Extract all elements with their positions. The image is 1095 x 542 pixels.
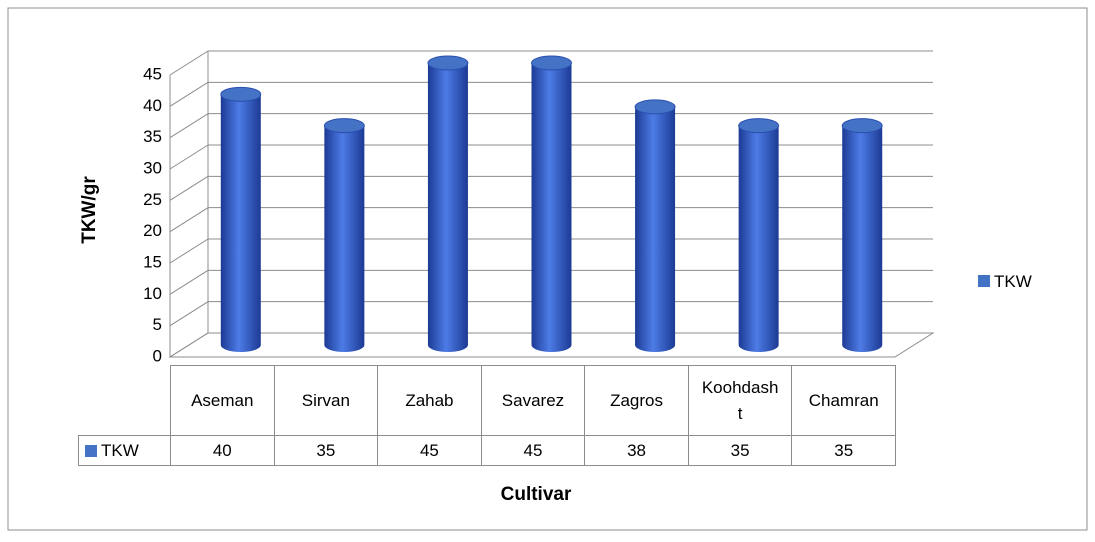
bar-top <box>634 99 676 115</box>
x-tick-label: Zahab <box>377 365 482 436</box>
grid-line-side <box>169 332 209 358</box>
bar-top <box>427 55 469 71</box>
x-tick-label: Koohdasht <box>687 365 793 436</box>
x-tick-label: Savarez <box>480 365 586 436</box>
grid-line-side <box>169 144 209 170</box>
x-tick-label: Aseman <box>170 365 275 436</box>
y-tick-label: 30 <box>143 158 162 177</box>
grid-line-side <box>169 113 209 139</box>
grid-line-side <box>169 50 209 76</box>
y-tick-label: 15 <box>143 252 162 271</box>
y-tick-label: 10 <box>143 284 162 303</box>
bar <box>738 125 779 346</box>
data-label: 45 <box>480 435 586 466</box>
y-tick-label: 35 <box>143 127 162 146</box>
grid-line-side <box>169 81 209 107</box>
bar <box>427 63 468 345</box>
frame <box>7 7 1088 531</box>
data-label: 35 <box>687 435 793 466</box>
x-tick-label: Sirvan <box>273 365 379 436</box>
x-tick-label: Zagros <box>584 365 689 436</box>
y-tick-label: 20 <box>143 221 162 240</box>
y-axis-label: TKW/gr <box>79 176 100 244</box>
grid-line-side <box>169 301 209 327</box>
x-tick-label: Chamran <box>791 365 896 436</box>
y-tick-label: 5 <box>153 315 162 334</box>
data-label: 35 <box>791 435 896 466</box>
bar-top <box>220 86 262 102</box>
bar <box>531 63 572 345</box>
bar <box>635 106 676 345</box>
bar-top <box>738 118 780 134</box>
grid-line-side <box>169 238 209 264</box>
grid-line-side <box>169 269 209 295</box>
y-tick-label: 40 <box>143 96 162 115</box>
legend-key <box>978 275 990 287</box>
bar <box>220 94 261 345</box>
table-series-header: TKW <box>78 435 171 466</box>
data-label: 45 <box>377 435 482 466</box>
bar-top <box>531 55 572 71</box>
grid-line-side <box>169 175 209 201</box>
legend-label: TKW <box>994 272 1032 291</box>
bar <box>324 125 365 346</box>
table-series-name: TKW <box>101 440 139 460</box>
y-tick-label: 25 <box>143 190 162 209</box>
bar-top <box>841 118 883 134</box>
legend-item: TKW <box>978 272 1032 292</box>
x-axis-label: Cultivar <box>501 484 572 505</box>
data-label: 40 <box>170 435 275 466</box>
grid-line-side <box>169 207 209 233</box>
bar-top <box>323 118 365 134</box>
y-tick-label: 0 <box>153 346 162 365</box>
y-tick-label: 45 <box>143 64 162 83</box>
bar <box>842 125 883 346</box>
table-key <box>85 444 97 457</box>
data-label: 35 <box>273 435 379 466</box>
data-label: 38 <box>584 435 689 466</box>
